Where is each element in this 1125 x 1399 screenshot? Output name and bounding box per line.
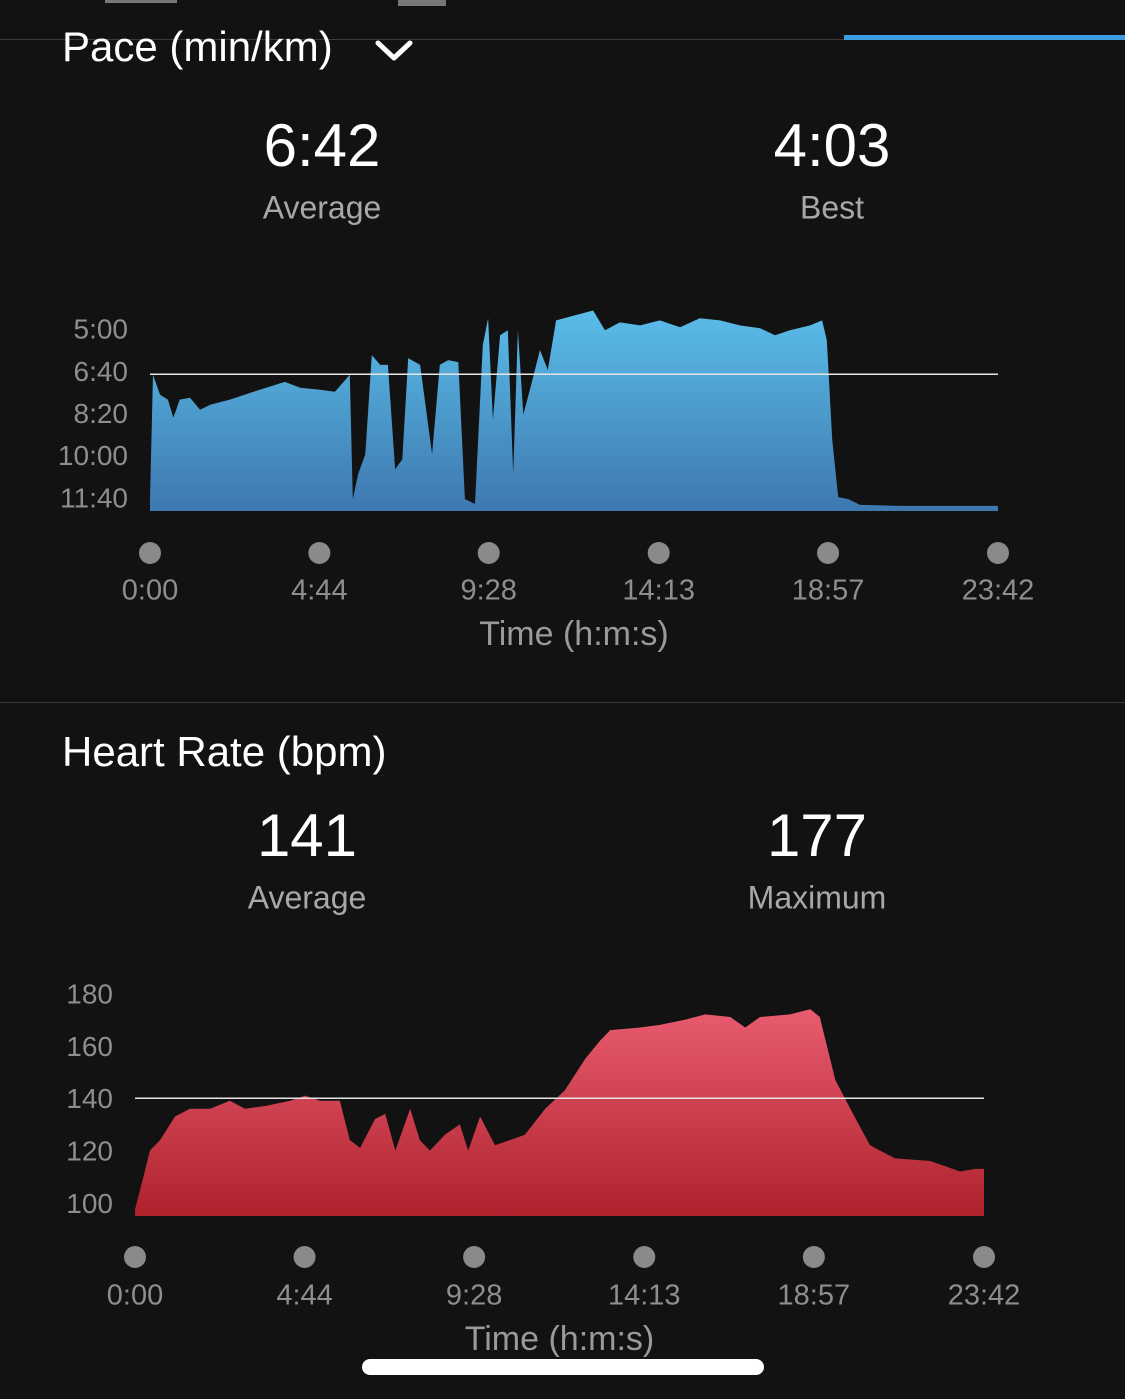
- active-tab-indicator: [844, 35, 1125, 40]
- stat-label: Maximum: [748, 879, 887, 915]
- y-tick-label: 5:00: [74, 314, 129, 345]
- stat-value: 177: [767, 802, 867, 869]
- x-tick-dot: [139, 542, 161, 564]
- stat-label: Average: [248, 879, 367, 915]
- y-tick-label: 120: [66, 1136, 113, 1167]
- x-tick-label: 18:57: [778, 1280, 851, 1312]
- x-tick-label: 4:44: [291, 575, 347, 607]
- charts: Pace (min/km) 6:42 Average 4:03 Best 5:00 6:40…: [58, 23, 1034, 1358]
- dropdown-chevron[interactable]: [375, 40, 413, 61]
- x-tick-dot: [802, 1246, 825, 1268]
- x-tick-dot: [817, 542, 840, 564]
- x-axis-title: Time (h:m:s): [465, 1320, 655, 1358]
- x-axis-title: Time (h:m:s): [479, 615, 669, 653]
- stat-value: 141: [257, 802, 357, 869]
- y-tick-label: 8:20: [74, 398, 129, 429]
- x-tick-dot: [987, 542, 1009, 564]
- x-tick-label: 14:13: [608, 1280, 681, 1312]
- x-tick-dot: [463, 1246, 486, 1268]
- x-tick-label: 9:28: [460, 575, 516, 607]
- x-tick-dot: [293, 1246, 316, 1268]
- x-tick-label: 23:42: [962, 575, 1035, 607]
- stat-label: Best: [800, 189, 864, 225]
- y-tick-label: 6:40: [74, 356, 129, 387]
- stat-value: 6:42: [264, 112, 381, 179]
- x-tick-dot: [124, 1246, 146, 1268]
- y-tick-label: 140: [66, 1083, 113, 1114]
- x-tick-label: 4:44: [276, 1280, 332, 1312]
- home-indicator: [362, 1359, 764, 1375]
- x-tick-dot: [647, 542, 670, 564]
- x-tick-label: 14:13: [622, 575, 695, 607]
- chart-title: Pace (min/km): [62, 23, 333, 70]
- y-tick-label: 160: [66, 1031, 113, 1062]
- area: [135, 1009, 984, 1216]
- stat-value: 4:03: [774, 112, 891, 179]
- y-tick-label: 100: [66, 1188, 113, 1219]
- x-tick-dot: [308, 542, 331, 564]
- x-tick-label: 0:00: [107, 1280, 163, 1312]
- x-tick-label: 18:57: [792, 575, 865, 607]
- tab-icon[interactable]: [105, 0, 177, 3]
- x-tick-label: 9:28: [446, 1280, 502, 1312]
- x-tick-label: 23:42: [948, 1280, 1021, 1312]
- y-tick-label: 11:40: [60, 482, 128, 513]
- stat-label: Average: [263, 189, 382, 225]
- x-tick-dot: [477, 542, 500, 564]
- chart-title: Heart Rate (bpm): [62, 728, 386, 775]
- tab-icon[interactable]: [398, 0, 446, 6]
- area: [150, 310, 998, 511]
- x-tick-dot: [633, 1246, 656, 1268]
- x-tick-dot: [973, 1246, 995, 1268]
- x-tick-label: 0:00: [122, 575, 178, 607]
- y-tick-label: 180: [66, 978, 113, 1009]
- y-tick-label: 10:00: [58, 440, 128, 471]
